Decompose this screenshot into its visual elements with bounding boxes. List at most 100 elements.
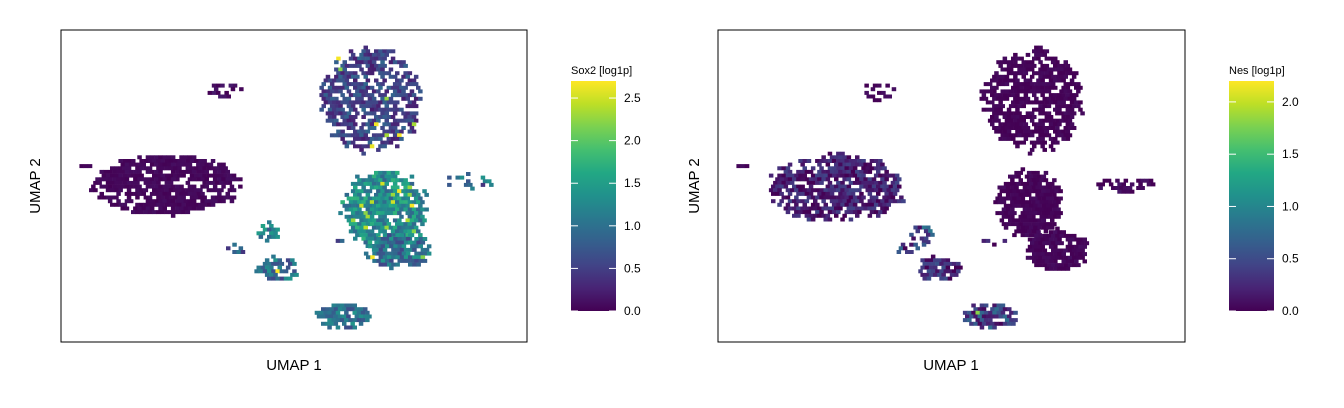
hex-cell [275, 276, 280, 281]
hex-cell [1015, 63, 1020, 68]
hex-cell [1033, 181, 1038, 186]
hex-cell [1053, 237, 1058, 242]
hex-cell [937, 272, 942, 277]
hex-cell [200, 191, 205, 196]
hex-cell [346, 314, 351, 319]
hex-cell [321, 321, 326, 326]
hex-cell [376, 82, 381, 87]
hex-cell [411, 122, 417, 127]
hex-cell [1038, 263, 1043, 268]
hex-cell [969, 314, 974, 319]
hex-cell [344, 85, 350, 90]
hex-cell [920, 258, 925, 263]
hex-cell [1001, 207, 1007, 212]
hex-cell [1037, 203, 1042, 208]
hex-cell [226, 246, 231, 251]
hex-cell [890, 173, 896, 178]
hex-cell [1010, 222, 1015, 227]
hex-cell [1035, 207, 1040, 212]
hex-cell [363, 189, 368, 194]
hex-cell [864, 90, 869, 95]
hex-cell [1042, 118, 1047, 123]
hex-cell [356, 318, 362, 323]
hex-cell [376, 104, 381, 109]
hex-cell [1000, 60, 1005, 65]
hex-cell [366, 255, 371, 260]
hex-cell [996, 111, 1001, 116]
hex-cell [325, 307, 330, 312]
hex-cell [395, 71, 400, 76]
hex-cell [342, 67, 347, 72]
hex-cell [890, 188, 896, 193]
hex-cell [327, 107, 333, 112]
hex-cell [1061, 71, 1066, 76]
hex-cell [996, 96, 1001, 101]
hex-cell [141, 206, 146, 211]
hex-cell [834, 199, 839, 204]
hex-cell [395, 129, 400, 134]
hex-cell [894, 173, 900, 178]
hex-cell [348, 100, 354, 105]
hex-cell [886, 173, 891, 178]
hex-cell [369, 107, 375, 112]
hex-cell [1043, 200, 1049, 205]
hex-cell [1121, 189, 1126, 194]
hex-cell [846, 177, 852, 182]
hex-cell [232, 250, 237, 254]
hex-cell [411, 214, 417, 219]
hex-cell [331, 303, 336, 308]
hex-cell [866, 94, 871, 99]
hex-cell [806, 195, 812, 200]
hex-cell [796, 191, 801, 196]
hex-cell [1032, 63, 1037, 68]
hex-cell [1033, 174, 1038, 179]
hex-cell [334, 74, 339, 79]
hex-cell [1013, 96, 1018, 101]
hex-cell [401, 244, 407, 249]
hex-cell [1065, 237, 1071, 242]
hex-cell [131, 173, 136, 178]
hex-cell [399, 129, 404, 134]
hex-cell [133, 169, 138, 174]
hex-cell [409, 118, 415, 123]
hex-cell [333, 321, 339, 326]
hex-cell [365, 200, 371, 205]
hex-cell [380, 67, 385, 72]
hex-cell [918, 269, 923, 274]
hex-cell [376, 118, 381, 123]
hex-cell [878, 159, 883, 163]
hex-cell [810, 202, 816, 207]
hex-cell [1024, 189, 1030, 194]
hex-cell [823, 195, 828, 200]
hex-cell [1025, 89, 1031, 94]
hex-cell [204, 199, 209, 204]
hex-cell [380, 196, 385, 201]
hex-cell [340, 85, 345, 90]
hex-cell [164, 180, 170, 185]
hex-cell [1042, 248, 1048, 253]
hex-cell [1033, 225, 1038, 230]
hex-cell [135, 202, 140, 207]
hex-cell [986, 321, 991, 326]
hex-cell [329, 118, 335, 123]
hex-cell [1009, 310, 1014, 315]
hex-cell [802, 173, 807, 178]
hex-cell [983, 310, 989, 315]
hex-cell [898, 246, 904, 251]
hex-cell [1146, 182, 1152, 187]
hex-cell [1029, 67, 1035, 72]
hex-cell [384, 133, 389, 138]
hex-cell [372, 244, 377, 249]
hex-cell [867, 199, 873, 204]
hex-cell [139, 166, 144, 171]
hex-cell [1046, 255, 1052, 260]
hex-cell [335, 238, 341, 243]
hex-cell [410, 258, 415, 263]
hex-cell [137, 177, 142, 182]
hex-cell [376, 251, 381, 256]
hex-cell [937, 258, 942, 263]
hex-cell [1050, 118, 1056, 123]
hex-cell [162, 199, 167, 204]
hex-cell [1053, 266, 1058, 271]
hex-cell [1015, 78, 1020, 83]
